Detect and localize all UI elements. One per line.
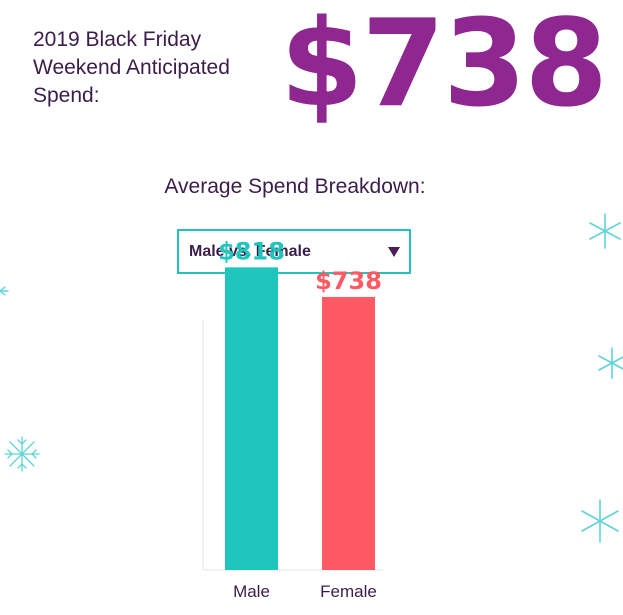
data-label-male: $818 bbox=[218, 237, 285, 265]
headline-value: $738 bbox=[280, 0, 608, 134]
snowflake-icon bbox=[0, 286, 9, 296]
tick-label-female: Female bbox=[320, 582, 377, 601]
chevron-down-icon bbox=[388, 247, 400, 257]
data-label-female: $738 bbox=[315, 267, 382, 295]
breakdown-select[interactable]: Male vs. Female bbox=[177, 229, 411, 274]
snowflake-icon bbox=[598, 347, 623, 379]
snowflake-icon bbox=[4, 436, 40, 472]
bar-female bbox=[322, 296, 375, 570]
snowflake-icon bbox=[589, 213, 621, 249]
bar-male bbox=[225, 267, 278, 570]
breakdown-title: Average Spend Breakdown: bbox=[164, 175, 426, 198]
headline-label: 2019 Black Friday Weekend Anticipated Sp… bbox=[33, 28, 230, 107]
breakdown-select-value: Male vs. Female bbox=[189, 243, 311, 260]
tick-label-male: Male bbox=[233, 582, 270, 601]
snowflake-icon bbox=[581, 499, 619, 543]
